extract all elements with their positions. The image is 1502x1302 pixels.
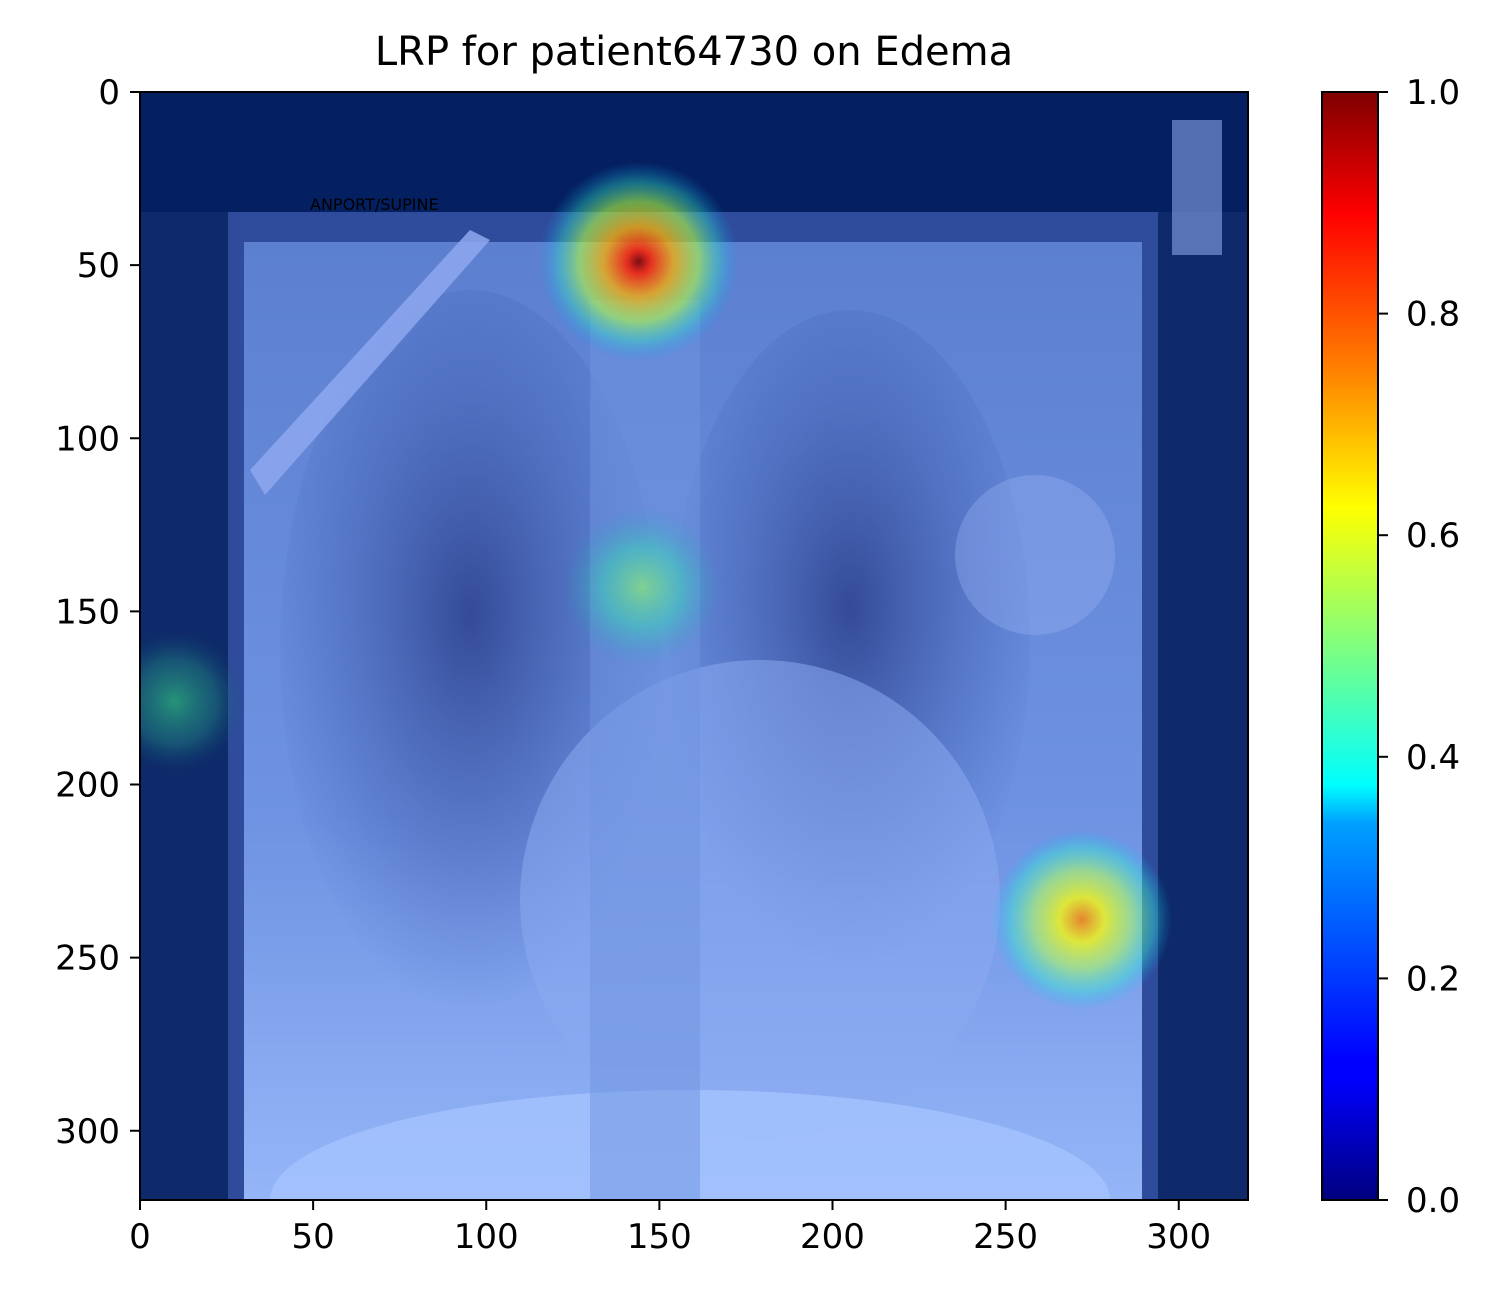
pacemaker-device (955, 475, 1115, 635)
colorbar (1321, 91, 1379, 1201)
y-tick-label: 100 (55, 419, 120, 459)
marker-label-box (1172, 120, 1222, 255)
relevance-hotspot (140, 631, 245, 772)
x-axis: 0 50 100 150 200 250 300 (129, 1200, 1211, 1257)
colorbar-tick-label: 0.0 (1406, 1181, 1460, 1221)
x-tick-label: 250 (973, 1217, 1038, 1257)
x-tick-label: 100 (454, 1217, 519, 1257)
x-tick-label: 50 (291, 1217, 334, 1257)
x-tick-label: 300 (1146, 1217, 1211, 1257)
relevance-hotspot (991, 829, 1172, 1010)
x-tick-label: 0 (129, 1217, 151, 1257)
colorbar-tick-label: 0.2 (1406, 959, 1460, 999)
y-tick-label: 0 (98, 73, 120, 113)
image-annotation-text: ANPORT/SUPINE (310, 195, 439, 214)
colorbar-tick-label: 0.6 (1406, 516, 1460, 556)
colorbar-tick-label: 1.0 (1406, 73, 1460, 113)
hotspot-layer (140, 161, 1172, 1010)
colorbar-tick-label: 0.8 (1406, 295, 1460, 335)
colorbar-axis: 0.0 0.2 0.4 0.6 0.8 1.0 (1378, 73, 1460, 1221)
x-tick-label: 150 (627, 1217, 692, 1257)
relevance-hotspot (562, 507, 723, 668)
relevance-hotspot (538, 161, 739, 362)
y-tick-label: 50 (77, 246, 120, 286)
chart-title: LRP for patient64730 on Edema (375, 29, 1013, 75)
y-tick-label: 250 (55, 939, 120, 979)
lead-wire (250, 230, 490, 495)
plot-frame (139, 91, 1249, 1201)
y-tick-label: 300 (55, 1112, 120, 1152)
y-tick-label: 200 (55, 766, 120, 806)
x-tick-label: 200 (800, 1217, 865, 1257)
colorbar-tick-label: 0.4 (1406, 738, 1460, 778)
y-axis: 0 50 100 150 200 250 300 (55, 73, 140, 1152)
heatmap-image: ANPORT/SUPINE (140, 92, 1248, 1200)
y-tick-label: 150 (55, 592, 120, 632)
spine (590, 300, 700, 1200)
